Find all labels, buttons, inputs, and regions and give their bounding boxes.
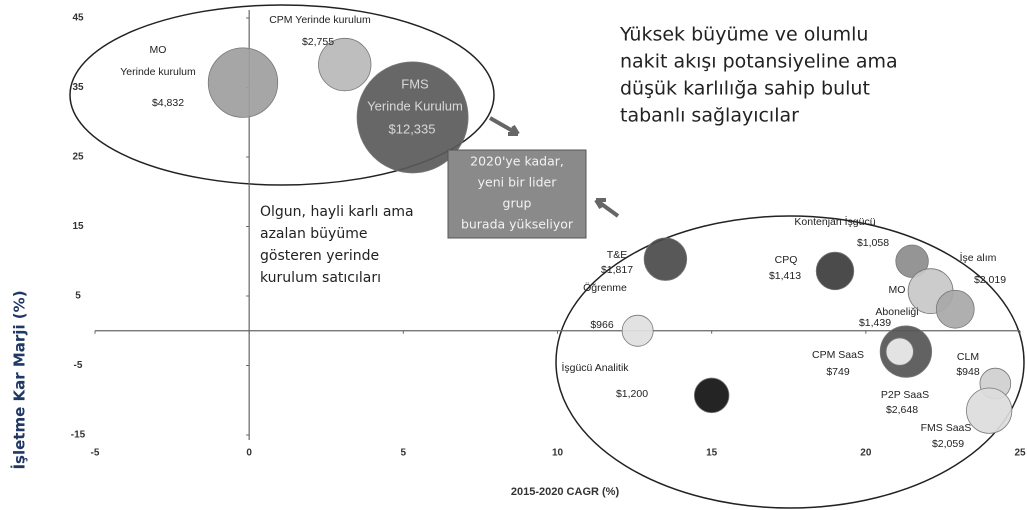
- bubble-label: FMS SaaS: [921, 422, 972, 434]
- onprem-note: azalan büyüme: [260, 226, 367, 242]
- callout-line: 2020'ye kadar,: [470, 154, 564, 169]
- bubble-value: $2,019: [974, 274, 1006, 286]
- bubble-label: CPQ: [775, 254, 798, 266]
- bubble-value: $2,648: [886, 404, 918, 416]
- arrow: [489, 116, 520, 136]
- bubble-label: Yerinde kurulum: [120, 66, 196, 78]
- callout-text: 2020'ye kadar, yeni bir lider grup burada y…: [461, 154, 574, 232]
- bubble-value: $1,200: [616, 388, 648, 400]
- bubble-value: $4,832: [152, 97, 184, 109]
- bubble-label: Yerinde Kurulum: [367, 98, 463, 113]
- bubble-value: $2,059: [932, 438, 964, 450]
- plot-area: -15 -5 5 15 25 35 45 -5 0 5 10 15 20 25 MO Yerinde kuru…: [71, 10, 1026, 459]
- bubble-label: T&E: [607, 249, 627, 261]
- bubble-label: P2P SaaS: [881, 389, 929, 401]
- onprem-note: kurulum satıcıları: [260, 270, 381, 286]
- arrow: [594, 198, 620, 218]
- cloud-note: düşük karlılığa sahip bulut: [620, 78, 870, 100]
- bubble-label: İşe alım: [960, 251, 997, 264]
- bubble-label: İşgücü Analitik: [561, 361, 629, 374]
- bubble: [895, 244, 929, 278]
- x-tick-label: 25: [1014, 448, 1026, 459]
- bubble: [885, 337, 914, 366]
- bubble-label: CLM: [957, 351, 979, 363]
- bubble: [356, 61, 469, 174]
- bubble: [815, 251, 855, 291]
- bubble-value: $1,439: [859, 317, 891, 329]
- saas-group: [555, 215, 1025, 509]
- y-tick-label: 5: [75, 291, 81, 302]
- bubble-value: $1,413: [769, 270, 801, 282]
- bubble-label: Kontenjan İşgücü: [794, 215, 875, 228]
- x-tick-label: 0: [246, 448, 252, 459]
- bubble: [207, 47, 279, 118]
- bubble-label: MO: [889, 284, 906, 296]
- bubble-label: Öğrenme: [583, 282, 627, 294]
- x-tick-label: 15: [706, 448, 718, 459]
- y-tick-label: -5: [74, 360, 83, 371]
- callout-line: yeni bir lider: [478, 175, 558, 190]
- x-tick-label: 20: [860, 448, 872, 459]
- x-tick-label: 5: [401, 448, 407, 459]
- callout-line: grup: [503, 196, 532, 211]
- cloud-note: Yüksek büyüme ve olumlu: [619, 24, 868, 46]
- y-axis-label: İşletme Kar Marji (%): [10, 290, 29, 469]
- bubble-value: $948: [956, 366, 980, 378]
- bubble-label: CPM Yerinde kurulum: [269, 14, 371, 26]
- y-tick-label: 25: [72, 152, 84, 163]
- bubble: [621, 314, 654, 347]
- bubble: [318, 37, 372, 92]
- onprem-note: Olgun, hayli karlı ama: [260, 204, 414, 220]
- bubble-value: $749: [826, 366, 850, 378]
- y-tick-label: 45: [72, 13, 84, 24]
- x-tick-label: -5: [91, 448, 100, 459]
- bubble-label: Aboneliği: [875, 306, 918, 318]
- bubble-value: $1,817: [601, 264, 633, 276]
- y-tick-label: 35: [72, 82, 84, 93]
- bubble-value: $2,755: [302, 36, 334, 48]
- x-tick-label: 10: [552, 448, 564, 459]
- bubble-value: $12,335: [389, 121, 436, 136]
- bubble-label: FMS: [401, 76, 429, 91]
- bubble-value: $1,058: [857, 237, 889, 249]
- annotations: Yüksek büyüme ve olumlu nakit akışı potan…: [260, 24, 898, 287]
- bubble-value: $966: [590, 319, 614, 331]
- bubble: [935, 289, 975, 329]
- callout-box: [447, 149, 587, 239]
- bubble-label: MO: [150, 44, 167, 56]
- bubble: [643, 237, 688, 281]
- callout-line: burada yükseliyor: [461, 217, 574, 232]
- y-tick-label: 15: [72, 221, 84, 232]
- onprem-note: gösteren yerinde: [260, 248, 379, 264]
- cloud-note: nakit akışı potansiyeline ama: [620, 51, 898, 73]
- cloud-note: tabanlı sağlayıcılar: [620, 105, 799, 127]
- bubble: [693, 377, 730, 414]
- y-tick-label: -15: [71, 430, 86, 441]
- bubble: [966, 387, 1013, 434]
- bubble-label: CPM SaaS: [812, 349, 864, 361]
- x-axis-label: 2015-2020 CAGR (%): [511, 486, 620, 498]
- on-premise-group: [69, 4, 495, 186]
